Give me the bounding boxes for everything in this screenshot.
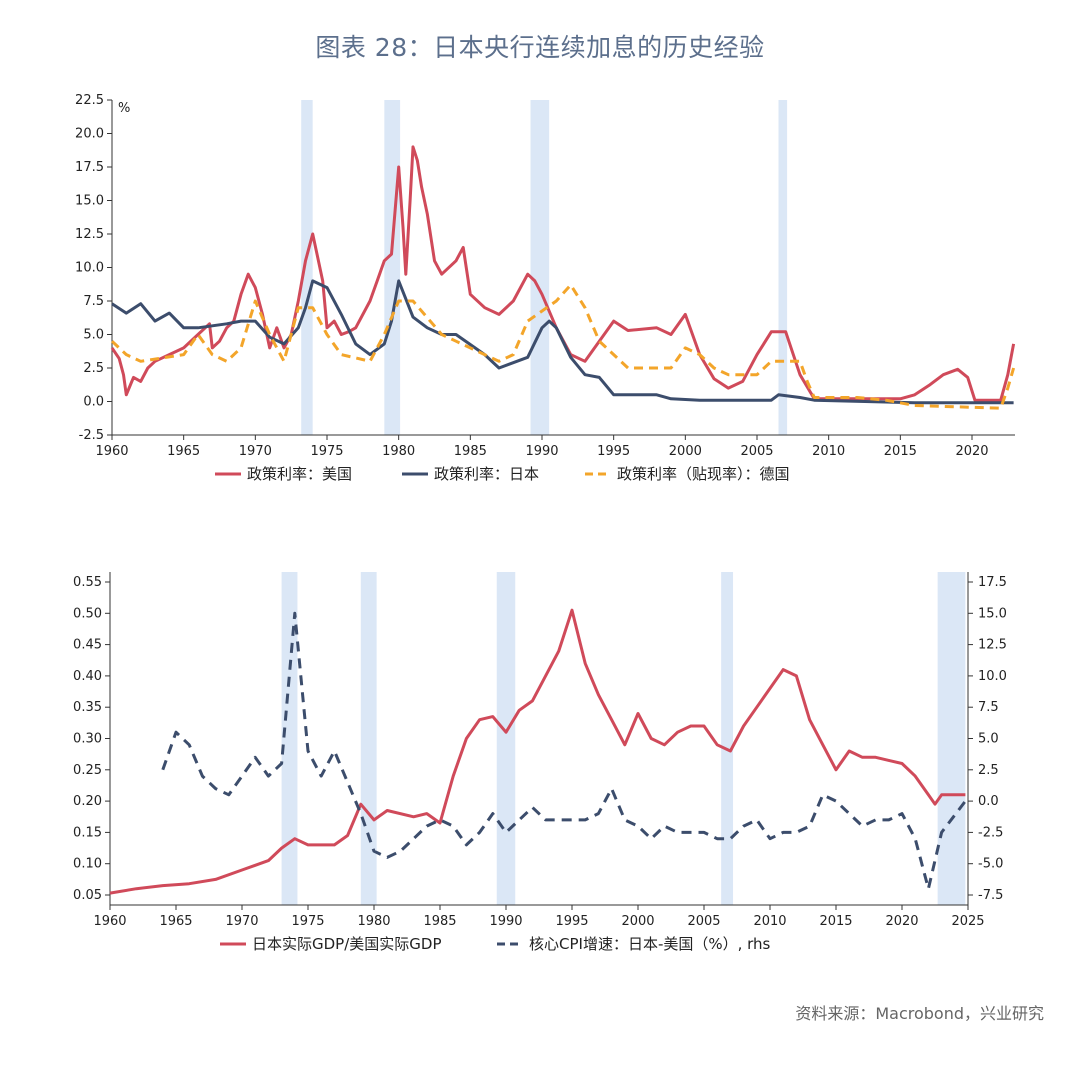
y-tick-label: 17.5: [75, 160, 104, 175]
y-rhs-tick-label: 17.5: [978, 575, 1007, 590]
legend-label: 政策利率（贴现率）：德国: [617, 465, 790, 483]
y-tick-label: 2.5: [83, 361, 104, 376]
x-tick-label: 1990: [489, 914, 522, 929]
x-tick-label: 1965: [159, 914, 192, 929]
series-line-2: [110, 283, 1016, 410]
highlight-band: [778, 100, 788, 435]
y-tick-label: 15.0: [75, 194, 104, 209]
x-tick-label: 2000: [669, 444, 702, 459]
policy-rate-chart: -2.5 0.0 2.5 5.0 7.5 10.0 12.5 15.0 17.5 20.0 22.5…: [75, 93, 1016, 483]
highlight-band: [721, 572, 734, 905]
y-tick-label: 0.0: [83, 395, 104, 410]
y-rhs-tick-label: 2.5: [978, 763, 999, 778]
highlight-band: [937, 572, 966, 905]
highlight-band: [496, 572, 516, 905]
y-rhs-tick-label: 5.0: [978, 732, 999, 747]
y-rhs-tick-label: 15.0: [978, 606, 1007, 621]
x-tick-label: 1980: [357, 914, 390, 929]
y-tick-label: 0.35: [73, 700, 102, 715]
y-rhs-tick-label: 10.0: [978, 669, 1007, 684]
y-tick-label: 20.0: [75, 127, 104, 142]
legend-label: 核心CPI增速：日本-美国（%）, rhs: [529, 935, 771, 953]
x-tick-label: 2010: [753, 914, 786, 929]
highlight-band: [384, 100, 401, 435]
x-tick-label: 1975: [310, 444, 343, 459]
x-tick-label: 2000: [621, 914, 654, 929]
y-tick-label: 0.40: [73, 669, 102, 684]
y-rhs-tick-label: -7.5: [978, 888, 1003, 903]
series-line-1: [161, 611, 967, 891]
series-line-0: [109, 608, 966, 895]
series-line-0: [110, 145, 1016, 402]
y-tick-label: 7.5: [83, 294, 104, 309]
y-tick-label: 0.25: [73, 763, 102, 778]
y-rhs-tick-label: 0.0: [978, 794, 999, 809]
highlight-band: [301, 100, 313, 435]
y-rhs-tick-label: 7.5: [978, 700, 999, 715]
y-tick-label: 12.5: [75, 227, 104, 242]
x-tick-label: 2005: [740, 444, 773, 459]
x-tick-label: 1970: [225, 914, 258, 929]
series-line-1: [111, 279, 1014, 405]
x-tick-label: 1980: [382, 444, 415, 459]
y-tick-label: 0.10: [73, 857, 102, 872]
x-tick-label: 1995: [597, 444, 630, 459]
y-rhs-tick-label: -2.5: [978, 825, 1003, 840]
y-rhs-tick-label: 12.5: [978, 638, 1007, 653]
x-tick-label: 2010: [812, 444, 845, 459]
highlight-band: [360, 572, 377, 905]
x-tick-label: 1960: [95, 444, 128, 459]
x-tick-label: 2020: [885, 914, 918, 929]
y-tick-label: 10.0: [75, 261, 104, 276]
x-tick-label: 2025: [951, 914, 984, 929]
x-tick-label: 2015: [884, 444, 917, 459]
legend-label: 日本实际GDP/美国实际GDP: [252, 935, 442, 953]
highlight-band: [281, 572, 298, 905]
legend-label: 政策利率：日本: [434, 465, 539, 483]
y-tick-label: -2.5: [79, 428, 104, 443]
x-tick-label: 1965: [167, 444, 200, 459]
y-tick-label: 0.05: [73, 888, 102, 903]
legend-label: 政策利率：美国: [247, 465, 352, 483]
y-tick-label: 5.0: [83, 328, 104, 343]
y-tick-label: 0.20: [73, 794, 102, 809]
x-tick-label: 1985: [454, 444, 487, 459]
x-tick-label: 2005: [687, 914, 720, 929]
y-tick-label: 0.50: [73, 606, 102, 621]
x-tick-label: 1975: [291, 914, 324, 929]
x-tick-label: 1995: [555, 914, 588, 929]
highlight-band: [530, 100, 550, 435]
x-tick-label: 1960: [93, 914, 126, 929]
y-tick-label: 0.55: [73, 575, 102, 590]
y-tick-label: 0.45: [73, 638, 102, 653]
gdp-cpi-chart: 0.05 0.10 0.15 0.20 0.25 0.30 0.35 0.40 0.45 0.50…: [73, 572, 1007, 953]
source-note: 资料来源：Macrobond，兴业研究: [795, 1004, 1044, 1023]
y-tick-label: 0.30: [73, 732, 102, 747]
x-tick-label: 2020: [955, 444, 988, 459]
page-title: 图表 28：日本央行连续加息的历史经验: [315, 33, 765, 62]
y-tick-label: 22.5: [75, 93, 104, 108]
x-tick-label: 2015: [819, 914, 852, 929]
x-tick-label: 1990: [525, 444, 558, 459]
y-rhs-tick-label: -5.0: [978, 857, 1003, 872]
y-tick-label: 0.15: [73, 825, 102, 840]
x-tick-label: 1970: [239, 444, 272, 459]
y-unit-label: %: [118, 101, 130, 116]
x-tick-label: 1985: [423, 914, 456, 929]
